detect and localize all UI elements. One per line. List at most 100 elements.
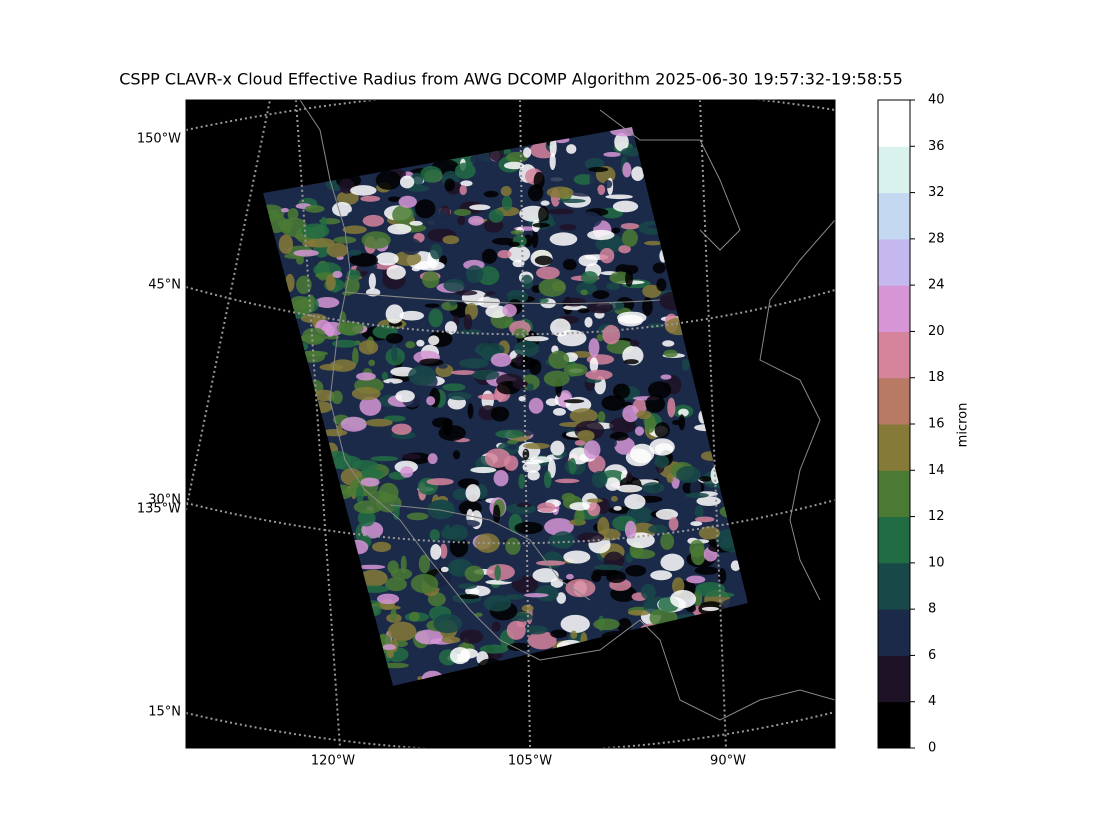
swath-texture [302,327,327,345]
swath-texture [591,572,602,583]
swath-texture [465,265,484,284]
swath-texture [293,249,319,257]
swath-texture [507,245,531,263]
swath-texture [467,403,474,419]
swath-texture [660,532,675,550]
swath-texture [663,349,678,358]
swath-texture [406,512,429,521]
swath-texture [540,200,550,206]
swath-texture [361,231,391,249]
swath-texture [563,399,585,404]
swath-texture [494,565,501,581]
colorbar-segment [878,562,910,610]
swath-texture [514,521,543,535]
swath-texture [281,208,290,213]
swath-texture [392,205,414,225]
swath-texture [577,308,590,314]
colorbar-segment [878,331,910,379]
swath-texture [529,359,542,376]
swath-texture [533,231,555,236]
swath-texture [563,550,591,564]
swath-texture [431,417,453,428]
swath-texture [672,419,682,425]
swath-texture [399,175,415,189]
swath-texture [381,662,409,669]
swath-texture [491,621,501,632]
swath-texture [568,457,577,475]
swath-texture [422,271,440,289]
swath-texture [586,498,603,503]
swath-texture [617,618,632,634]
swath-texture [352,460,379,471]
swath-texture [483,595,512,612]
swath-texture [662,340,675,347]
swath-texture [629,340,640,347]
swath-texture [428,335,440,346]
swath-texture [415,260,445,271]
swath-texture [325,274,336,291]
swath-texture [391,423,412,435]
swath-texture [434,570,454,590]
swath-texture [597,184,606,196]
swath-texture [352,347,359,366]
swath-texture [514,340,540,357]
swath-texture [474,612,483,617]
swath-texture [537,502,556,513]
swath-texture [649,438,675,456]
swath-texture [642,482,665,494]
swath-texture [465,484,481,502]
swath-texture [570,630,578,639]
swath-texture [543,370,570,387]
swath-texture [542,172,570,189]
swath-texture [518,473,525,490]
colorbar-segment [878,285,910,332]
swath-texture [701,606,719,611]
swath-texture [648,381,672,399]
swath-texture [506,620,526,640]
swath-texture [359,569,388,587]
swath-texture [408,365,436,386]
swath-texture [696,496,721,507]
swath-texture [577,429,595,442]
swath-texture [625,565,647,577]
swath-texture [414,199,436,219]
swath-texture [301,223,330,239]
swath-texture [690,521,703,527]
swath-texture [580,271,599,284]
swath-texture [362,214,385,227]
swath-texture [507,439,519,445]
swath-texture [612,383,631,399]
swath-texture [357,564,386,570]
swath-texture [562,297,587,307]
swath-texture [278,234,294,255]
colorbar-segment [878,238,910,286]
colorbar: 0 4 6 8 10 12 14 16 18 20 24 28 32 36 40 [877,93,945,756]
swath-texture [481,248,498,264]
swath-texture [663,592,671,598]
swath-texture [468,215,484,226]
grid-label: 105°W [508,754,552,769]
swath-texture [384,605,401,610]
swath-texture [395,390,415,403]
swath-texture [483,190,499,198]
swath-texture [523,336,549,342]
swath-texture [457,583,477,590]
colorbar-tick-label: 24 [928,278,945,293]
swath-texture [406,184,429,192]
swath-texture [443,278,465,292]
swath-texture [454,290,478,296]
grid-label: 30°N [148,493,181,508]
colorbar-segment [878,516,910,564]
swath-texture [386,265,406,280]
grid-label: 15°N [148,705,181,720]
colorbar-segment [878,609,910,656]
swath-texture [464,565,485,582]
swath-texture [453,208,472,216]
map-frame [185,99,836,749]
swath-texture [580,289,588,296]
swath-texture [459,358,489,369]
grid-label: 45°N [148,278,181,293]
swath-texture [606,282,621,291]
colorbar-tick-label: 16 [928,417,945,432]
swath-texture [331,339,358,348]
